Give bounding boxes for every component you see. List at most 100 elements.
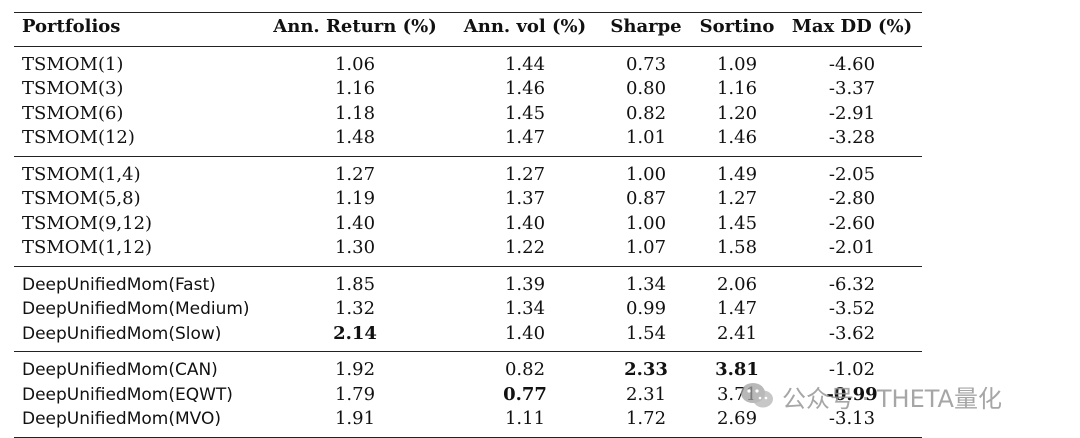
ann-vol-value: 1.47: [504, 127, 546, 148]
sharpe-value: 1.34: [625, 273, 667, 295]
table-row: TSMOM(12) 1.48 1.47 1.01 1.46 -3.28: [14, 126, 922, 156]
table-row: TSMOM(1,4) 1.27 1.27 1.00 1.49 -2.05: [14, 156, 922, 187]
sharpe-value: 1.07: [625, 237, 667, 258]
header-sharpe: Sharpe: [610, 16, 682, 37]
sharpe-value: 1.72: [625, 408, 667, 429]
ann-return-value: 1.16: [334, 78, 376, 99]
table-row: TSMOM(1,12) 1.30 1.22 1.07 1.58 -2.01: [14, 236, 922, 266]
table-row: TSMOM(6) 1.18 1.45 0.82 1.20 -2.91: [14, 102, 922, 127]
sortino-value: 1.27: [716, 188, 758, 209]
portfolio-name: TSMOM(3): [22, 78, 124, 99]
group-deepunifiedmom-speed: DeepUnifiedMom(Fast) 1.85 1.39 1.34 2.06…: [14, 266, 922, 352]
table-row: TSMOM(1) 1.06 1.44 0.73 1.09 -4.60: [14, 46, 922, 77]
sharpe-value-best: 2.33: [624, 359, 668, 380]
ann-return-value: 1.32: [334, 298, 376, 319]
sortino-value: 1.45: [716, 212, 758, 234]
sortino-value: 1.46: [716, 127, 758, 148]
portfolio-name: TSMOM(1): [22, 53, 124, 75]
ann-vol-value: 1.27: [504, 163, 546, 185]
portfolio-name: TSMOM(5,8): [22, 188, 141, 209]
sortino-value: 1.16: [716, 78, 758, 99]
portfolio-name: TSMOM(1,12): [22, 237, 153, 258]
ann-return-value: 1.91: [334, 408, 376, 429]
max-dd-value: -6.32: [828, 273, 876, 295]
header-max-dd: Max DD (%): [791, 16, 913, 37]
sharpe-value: 0.82: [625, 102, 667, 124]
table-row: DeepUnifiedMom(Slow) 2.14 1.40 1.54 2.41…: [14, 322, 922, 352]
max-dd-value: -3.37: [828, 78, 876, 99]
ann-return-value: 1.92: [334, 359, 376, 380]
header-ann-return: Ann. Return (%): [273, 16, 437, 37]
portfolio-name: TSMOM(1,4): [22, 163, 141, 185]
sharpe-value: 1.54: [625, 322, 667, 344]
sharpe-value: 1.01: [625, 127, 667, 148]
portfolio-name: DeepUnifiedMom(Slow): [22, 323, 222, 344]
table-row: DeepUnifiedMom(Medium) 1.32 1.34 0.99 1.…: [14, 297, 922, 322]
ann-return-value: 1.48: [334, 127, 376, 148]
header-sortino: Sortino: [699, 16, 775, 37]
ann-return-value: 1.79: [334, 383, 376, 405]
ann-vol-value: 1.40: [504, 212, 546, 234]
table-row: DeepUnifiedMom(MVO) 1.91 1.11 1.72 2.69 …: [14, 407, 922, 437]
sharpe-value: 0.73: [625, 53, 667, 75]
max-dd-value: -2.01: [828, 237, 876, 258]
max-dd-value: -4.60: [828, 53, 876, 75]
group-deepunifiedmom-allocation: DeepUnifiedMom(CAN) 1.92 0.82 2.33 3.81 …: [14, 351, 922, 437]
ann-vol-value: 1.45: [504, 102, 546, 124]
header-row: Portfolios Ann. Return (%) Ann. vol (%) …: [14, 12, 922, 47]
ann-return-value: 1.18: [334, 102, 376, 124]
ann-vol-value: 1.11: [504, 408, 546, 429]
ann-return-value-best: 2.14: [333, 322, 377, 344]
max-dd-value: -2.05: [828, 163, 876, 185]
portfolio-name: TSMOM(6): [22, 102, 124, 124]
table-row: TSMOM(3) 1.16 1.46 0.80 1.16 -3.37: [14, 77, 922, 102]
sharpe-value: 1.00: [625, 163, 667, 185]
max-dd-value-best: -0.99: [826, 383, 878, 405]
ann-vol-value: 1.46: [504, 78, 546, 99]
portfolio-name: DeepUnifiedMom(Medium): [22, 299, 250, 319]
ann-vol-value: 1.22: [504, 237, 546, 258]
portfolio-name: TSMOM(9,12): [22, 212, 153, 234]
group-tsmom-single: TSMOM(1) 1.06 1.44 0.73 1.09 -4.60 TSMOM…: [14, 46, 922, 156]
sortino-value: 1.49: [716, 163, 758, 185]
sharpe-value: 0.87: [625, 188, 667, 209]
table-row: DeepUnifiedMom(EQWT) 1.79 0.77 2.31 3.71…: [14, 383, 922, 408]
portfolio-name: DeepUnifiedMom(Fast): [22, 274, 216, 295]
group-tsmom-range: TSMOM(1,4) 1.27 1.27 1.00 1.49 -2.05 TSM…: [14, 156, 922, 266]
ann-return-value: 1.40: [334, 212, 376, 234]
portfolio-name: TSMOM(12): [22, 127, 135, 148]
sortino-value: 1.09: [716, 53, 758, 75]
header-portfolios: Portfolios: [22, 16, 121, 37]
sharpe-value: 0.80: [625, 78, 667, 99]
max-dd-value: -3.62: [828, 322, 876, 344]
max-dd-value: -1.02: [828, 359, 876, 380]
portfolio-performance-table: Portfolios Ann. Return (%) Ann. vol (%) …: [14, 12, 922, 438]
max-dd-value: -2.80: [828, 188, 876, 209]
results-table-container: Portfolios Ann. Return (%) Ann. vol (%) …: [14, 12, 922, 438]
sortino-value: 3.71: [716, 383, 758, 405]
ann-vol-value: 1.37: [504, 188, 546, 209]
ann-vol-value-best: 0.77: [503, 383, 547, 405]
ann-return-value: 1.30: [334, 237, 376, 258]
ann-vol-value: 1.39: [504, 273, 546, 295]
table-row: DeepUnifiedMom(CAN) 1.92 0.82 2.33 3.81 …: [14, 351, 922, 383]
sortino-value-best: 3.81: [715, 359, 759, 380]
table-row: TSMOM(5,8) 1.19 1.37 0.87 1.27 -2.80: [14, 187, 922, 212]
header-ann-vol: Ann. vol (%): [463, 16, 587, 37]
ann-vol-value: 1.44: [504, 53, 546, 75]
max-dd-value: -3.28: [828, 127, 876, 148]
sharpe-value: 0.99: [625, 298, 667, 319]
ann-return-value: 1.27: [334, 163, 376, 185]
ann-vol-value: 1.40: [504, 322, 546, 344]
max-dd-value: -2.91: [828, 102, 876, 124]
sortino-value: 1.58: [716, 237, 758, 258]
max-dd-value: -2.60: [828, 212, 876, 234]
ann-return-value: 1.85: [334, 273, 376, 295]
sharpe-value: 1.00: [625, 212, 667, 234]
portfolio-name: DeepUnifiedMom(MVO): [22, 409, 221, 429]
table-row: DeepUnifiedMom(Fast) 1.85 1.39 1.34 2.06…: [14, 266, 922, 297]
sortino-value: 2.69: [716, 408, 758, 429]
sortino-value: 2.41: [716, 322, 758, 344]
ann-vol-value: 1.34: [504, 298, 546, 319]
portfolio-name: DeepUnifiedMom(CAN): [22, 360, 218, 380]
